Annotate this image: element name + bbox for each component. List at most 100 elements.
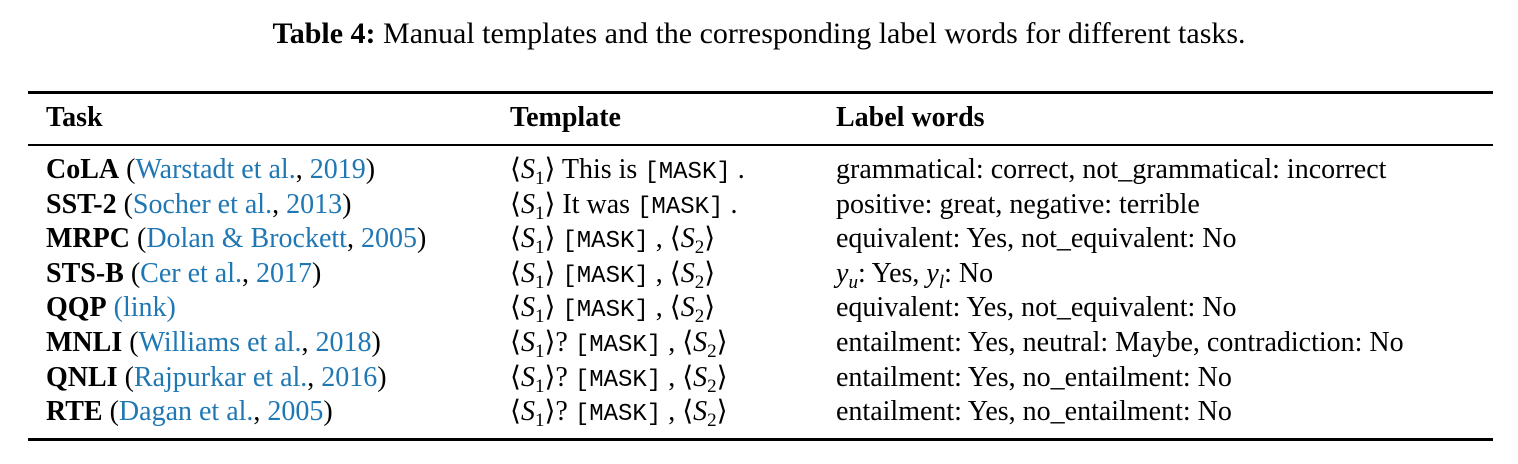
template-cell: ⟨S1⟩ It was [MASK] . [510,187,737,232]
sentence-var: S [680,257,695,289]
task-cell: SST-2 (Socher et al., 2013) [46,187,351,223]
sentence-subscript: 1 [534,168,545,189]
label-words-cell: equivalent: Yes, not_equivalent: No [836,292,1237,324]
table-bottom-rule [28,438,1493,441]
task-cell: MRPC (Dolan & Brockett, 2005) [46,221,426,257]
task-name: QNLI [46,361,118,393]
left-angle: ⟨ [510,326,521,358]
task-name: MNLI [46,326,123,358]
citation-year-link[interactable]: 2005 [360,223,417,255]
left-angle: ⟨ [510,396,521,428]
template-cell: ⟨S1⟩? [MASK] , ⟨S2⟩ [510,360,728,405]
header-task: Task [46,102,103,133]
mask-token: [MASK] [574,331,662,359]
citation-separator: , [307,361,322,393]
template-question-mark: ? [555,396,568,428]
citation-year-link[interactable]: 2005 [267,396,324,428]
table-header-rule [28,144,1493,146]
citation-year-link[interactable]: 2013 [286,188,343,220]
citation-separator: , [301,326,316,358]
right-angle: ⟩ [544,361,556,393]
template-period: . [730,188,738,220]
task-name: RTE [46,396,103,428]
left-angle: ⟨ [682,396,694,428]
citation-year-link[interactable]: 2019 [309,154,366,185]
right-angle: ⟩ [704,223,716,255]
citation-author-link[interactable]: Warstadt et al. [135,154,296,185]
label-words-cell: positive: great, negative: terrible [836,188,1200,220]
citation-close-paren: ) [416,223,427,255]
template-cell: ⟨S1⟩? [MASK] , ⟨S2⟩ [510,394,728,439]
mask-token: [MASK] [574,366,662,394]
sentence-var: S [520,326,535,358]
template-text: It was [562,188,631,220]
sentence-var: S [693,326,708,358]
template-comma: , [668,326,676,358]
label-words-cell: entailment: Yes, neutral: Maybe, contrad… [836,326,1404,358]
right-angle: ⟩ [716,361,728,393]
mask-token: [MASK] [574,401,662,429]
table-row: CoLA (Warstadt et al., 2019) ⟨S1⟩ This i… [0,152,1518,189]
sentence-var: S [520,257,535,289]
template-question-mark: ? [555,326,568,358]
table-row: MRPC (Dolan & Brockett, 2005) ⟨S1⟩ [MASK… [0,221,1518,259]
template-question-mark: ? [555,361,568,393]
table-body: CoLA (Warstadt et al., 2019) ⟨S1⟩ This i… [0,152,1518,431]
table-row: QNLI (Rajpurkar et al., 2016) ⟨S1⟩? [MAS… [0,360,1518,397]
template-text: This is [561,154,638,185]
citation-year-link[interactable]: 2017 [256,257,312,289]
citation-open-paren: ( [136,223,147,255]
mask-token: [MASK] [644,159,731,186]
citation-separator: , [272,188,287,220]
label-var-yl-subscript: l [938,271,945,293]
template-cell: ⟨S1⟩? [MASK] , ⟨S2⟩ [510,325,728,370]
sentence-subscript: 2 [694,271,705,293]
citation-open-paren: ( [109,396,119,428]
table-row: RTE (Dagan et al., 2005) ⟨S1⟩? [MASK] , … [0,394,1518,431]
task-name: STS-B [46,257,124,289]
left-angle: ⟨ [510,292,521,324]
citation-author-link[interactable]: Williams et al. [138,326,302,358]
right-angle: ⟩ [544,257,556,289]
right-angle: ⟩ [544,154,556,185]
left-angle: ⟨ [682,361,694,393]
label-yes-text: : Yes, [857,257,927,289]
right-angle: ⟩ [544,292,556,324]
mask-token: [MASK] [637,193,724,221]
task-name: CoLA [46,154,120,185]
left-angle: ⟨ [510,361,521,393]
right-angle: ⟩ [716,326,728,358]
citation-link[interactable]: (link) [113,292,176,324]
sentence-var: S [693,361,708,393]
sentence-subscript: 1 [534,375,545,397]
template-cell: ⟨S1⟩ This is [MASK] . [510,152,745,197]
header-label-words: Label words [836,102,985,133]
sentence-subscript: 2 [707,340,717,362]
mask-token: [MASK] [562,297,649,325]
citation-author-link[interactable]: Socher et al. [132,188,273,220]
left-angle: ⟨ [510,154,521,185]
sentence-subscript: 1 [534,237,545,259]
left-angle: ⟨ [510,188,521,220]
citation-author-link[interactable]: Rajpurkar et al. [133,361,308,393]
citation-year-link[interactable]: 2018 [315,326,372,358]
label-words-cell: entailment: Yes, no_entailment: No [836,361,1232,393]
mask-token: [MASK] [562,228,649,256]
citation-year-link[interactable]: 2016 [321,361,378,393]
citation-separator: , [295,154,310,185]
task-cell: RTE (Dagan et al., 2005) [46,394,333,430]
citation-author-link[interactable]: Dagan et al. [118,396,254,428]
citation-author-link[interactable]: Cer et al. [140,257,242,289]
citation-open-paren: ( [130,257,141,289]
sentence-subscript: 2 [707,375,717,397]
table-row: QQP (link) ⟨S1⟩ [MASK] , ⟨S2⟩ equivalent… [0,290,1518,328]
citation-author-link[interactable]: Dolan & Brockett [146,223,347,255]
sentence-subscript: 1 [534,340,545,362]
sentence-subscript: 2 [694,306,705,328]
right-angle: ⟩ [544,326,556,358]
citation-close-paren: ) [323,396,333,428]
right-angle: ⟩ [716,396,728,428]
task-cell: MNLI (Williams et al., 2018) [46,325,381,361]
task-cell: STS-B (Cer et al., 2017) [46,256,321,292]
citation-separator: , [253,396,268,428]
